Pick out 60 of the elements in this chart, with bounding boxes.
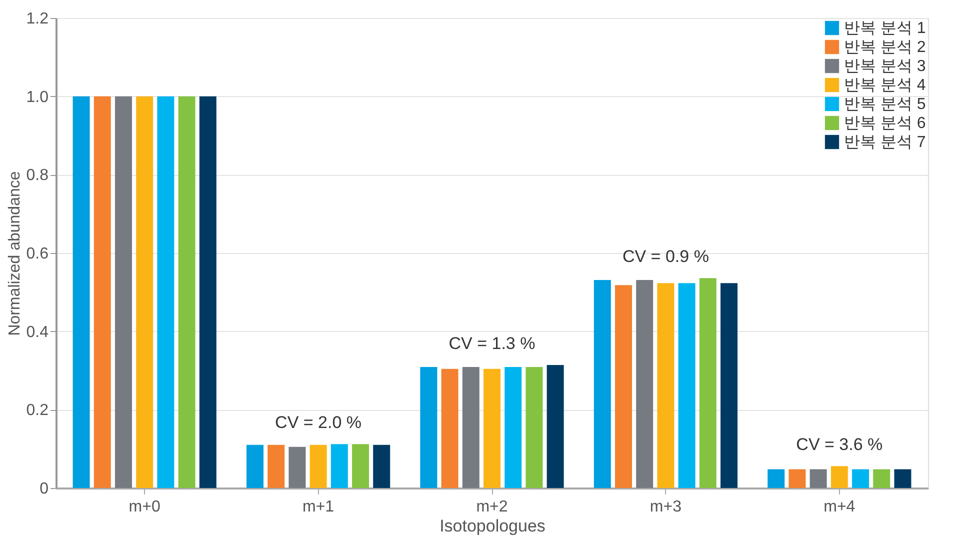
bar: [157, 96, 174, 488]
bar: [310, 444, 327, 488]
x-tick-label: m+3: [650, 498, 682, 516]
x-axis-title: Isotopologues: [440, 516, 546, 536]
bar: [288, 446, 306, 488]
y-tick-label: 0.6: [26, 246, 49, 262]
bar: [136, 96, 154, 488]
bar: [894, 469, 912, 488]
y-tick-label: 1.2: [26, 10, 49, 28]
bar: [330, 444, 348, 488]
bar: [199, 96, 216, 488]
legend-label: 반복 분석 5: [844, 96, 926, 113]
y-tick-label: 1.0: [26, 88, 49, 106]
bar: [484, 368, 500, 488]
bar: [546, 365, 564, 488]
bar: [657, 283, 674, 488]
bar: [615, 285, 632, 488]
legend-label: 반복 분석 2: [844, 39, 926, 56]
y-tick-label: 0: [40, 480, 49, 498]
annotation: CV = 2.0 %: [275, 413, 362, 432]
x-tick-label: m+0: [128, 498, 160, 516]
bar: [72, 96, 90, 488]
bar: [114, 96, 132, 488]
bar: [636, 280, 654, 488]
bar: [810, 469, 827, 488]
bar: [594, 280, 611, 488]
bar: [373, 444, 390, 488]
bar: [788, 469, 806, 488]
bar: [852, 469, 870, 488]
bar: [462, 366, 480, 488]
bar: [526, 366, 543, 488]
annotation: CV = 3.6 %: [796, 435, 883, 454]
bar: [178, 96, 196, 488]
legend-label: 반복 분석 7: [844, 134, 926, 151]
y-tick-label: 0.2: [26, 402, 49, 420]
annotation: CV = 0.9 %: [622, 247, 709, 266]
x-tick-label: m+4: [824, 498, 856, 516]
x-tick-label: m+1: [302, 498, 334, 516]
bar: [268, 444, 285, 488]
legend-label: 반복 분석 3: [844, 58, 926, 75]
annotation: CV = 1.3 %: [448, 334, 536, 354]
y-tick-label: 0.4: [26, 324, 49, 341]
legend-label: 반복 분석 6: [844, 115, 926, 132]
bar: [441, 368, 458, 488]
bar: [94, 96, 111, 488]
bar: [699, 278, 716, 488]
bar: [678, 283, 696, 488]
bar: [246, 444, 264, 488]
legend-label: 반복 분석 4: [844, 77, 926, 94]
bar: [768, 469, 785, 488]
bar: [720, 283, 738, 488]
y-axis-title: Normalized abundance: [6, 171, 24, 336]
x-tick-label: m+2: [476, 498, 508, 516]
bar: [873, 469, 890, 488]
legend-label: 반복 분석 1: [844, 20, 926, 37]
bar: [830, 466, 848, 488]
bar: [504, 366, 522, 488]
y-tick-label: 0.8: [26, 167, 49, 184]
bar: [352, 444, 369, 488]
bar: [420, 366, 438, 488]
